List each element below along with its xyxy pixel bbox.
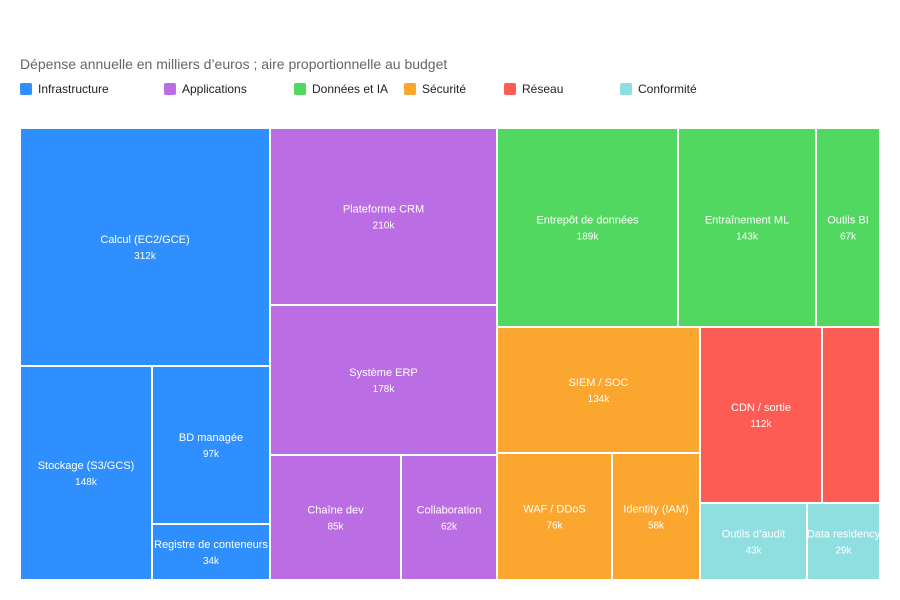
tile-rect	[677, 127, 817, 328]
tile-rect	[400, 454, 498, 581]
tile-value: 62k	[441, 522, 458, 533]
tile-rect	[821, 326, 881, 504]
legend-item: Applications	[164, 82, 247, 96]
tile-label: Système ERP	[349, 367, 417, 379]
tile-rect	[699, 326, 823, 504]
treemap-tile: Entrepôt de données 189k	[496, 127, 679, 328]
treemap-tile: Système ERP 178k	[269, 304, 498, 456]
legend-item: Données et IA	[294, 82, 388, 96]
legend-swatch	[294, 83, 306, 95]
tile-label: CDN / sortie	[731, 402, 791, 414]
tile-rect	[269, 454, 402, 581]
tile-rect	[269, 127, 498, 306]
tile-rect	[815, 127, 881, 328]
tile-value: 210k	[373, 221, 396, 232]
treemap-tile: WAF / DDoS 76k	[496, 452, 613, 581]
tile-rect	[19, 365, 153, 581]
tile-rect	[496, 452, 613, 581]
legend-label: Infrastructure	[38, 82, 109, 96]
tile-value: 134k	[588, 394, 611, 405]
tile-label: Entrepôt de données	[536, 215, 639, 227]
tile-label: Plateforme CRM	[343, 204, 424, 216]
tile-value: 189k	[577, 232, 600, 243]
tile-rect	[151, 365, 271, 525]
treemap-tile: Entraînement ML 143k	[677, 127, 817, 328]
tile-label: Stockage (S3/GCS)	[38, 460, 135, 472]
tile-value: 76k	[546, 521, 563, 532]
chart-subtitle: Dépense annuelle en milliers d’euros ; a…	[20, 56, 448, 72]
tile-value: 29k	[835, 546, 852, 557]
tile-value: 43k	[745, 546, 762, 557]
tile-value: 148k	[75, 477, 98, 488]
treemap-tile: Collaboration 62k	[400, 454, 498, 581]
tile-value: 112k	[751, 419, 773, 430]
treemap-tile: CDN / sortie 112k	[699, 326, 823, 504]
legend-label: Réseau	[522, 82, 564, 96]
tile-label: Registre de conteneurs	[154, 539, 268, 551]
tile-label: Chaîne dev	[307, 505, 364, 517]
tile-value: 312k	[134, 251, 157, 262]
tile-rect	[496, 326, 701, 454]
tile-rect	[19, 127, 271, 367]
treemap-tile: BD managée 97k	[151, 365, 271, 525]
legend-item: Réseau	[504, 82, 563, 96]
tile-rect	[806, 502, 881, 581]
legend-label: Données et IA	[312, 82, 389, 96]
tile-value: 97k	[203, 449, 220, 460]
legend-swatch	[20, 83, 32, 95]
tile-rect	[699, 502, 808, 581]
treemap-tile: Calcul (EC2/GCE) 312k	[19, 127, 271, 367]
tile-rect	[611, 452, 701, 581]
legend-label: Conformité	[638, 82, 697, 96]
treemap-tile: Outils BI 67k	[815, 127, 881, 328]
legend-item: Infrastructure	[20, 82, 109, 96]
treemap-tile	[821, 326, 881, 504]
tile-value: 34k	[203, 556, 220, 567]
treemap-tile: Registre de conteneurs 34k	[151, 523, 271, 581]
legend-item: Sécurité	[404, 82, 466, 96]
legend-item: Conformité	[620, 82, 697, 96]
tile-rect	[151, 523, 271, 581]
treemap-tile: SIEM / SOC 134k	[496, 326, 701, 454]
tile-rect	[269, 304, 498, 456]
treemap-tile: Identity (IAM) 58k	[611, 452, 701, 581]
tile-value: 85k	[327, 522, 344, 533]
legend-swatch	[504, 83, 516, 95]
tile-label: Outils BI	[827, 215, 869, 227]
tile-label: WAF / DDoS	[523, 504, 586, 516]
tile-label: Calcul (EC2/GCE)	[100, 234, 189, 246]
treemap-tile: Chaîne dev 85k	[269, 454, 402, 581]
tile-label: Data residency	[807, 529, 881, 541]
tile-value: 58k	[648, 521, 665, 532]
treemap-tile: Plateforme CRM 210k	[269, 127, 498, 306]
treemap-tile: Stockage (S3/GCS) 148k	[19, 365, 153, 581]
tile-value: 178k	[373, 384, 396, 395]
tile-label: Identity (IAM)	[623, 504, 688, 516]
legend-swatch	[164, 83, 176, 95]
tile-label: SIEM / SOC	[569, 377, 629, 389]
tile-label: BD managée	[179, 432, 243, 444]
treemap-tile: Data residency 29k	[806, 502, 881, 581]
tile-value: 67k	[840, 232, 857, 243]
treemap-tile: Outils d’audit 43k	[699, 502, 808, 581]
tile-rect	[496, 127, 679, 328]
tile-value: 143k	[736, 232, 759, 243]
legend-label: Applications	[182, 82, 247, 96]
tile-label: Entraînement ML	[705, 215, 789, 227]
tile-label: Collaboration	[417, 505, 482, 517]
legend-swatch	[620, 83, 632, 95]
tile-label: Outils d’audit	[722, 529, 786, 541]
legend-label: Sécurité	[422, 82, 467, 96]
legend: Infrastructure Applications Données et IA S…	[20, 82, 880, 98]
legend-swatch	[404, 83, 416, 95]
